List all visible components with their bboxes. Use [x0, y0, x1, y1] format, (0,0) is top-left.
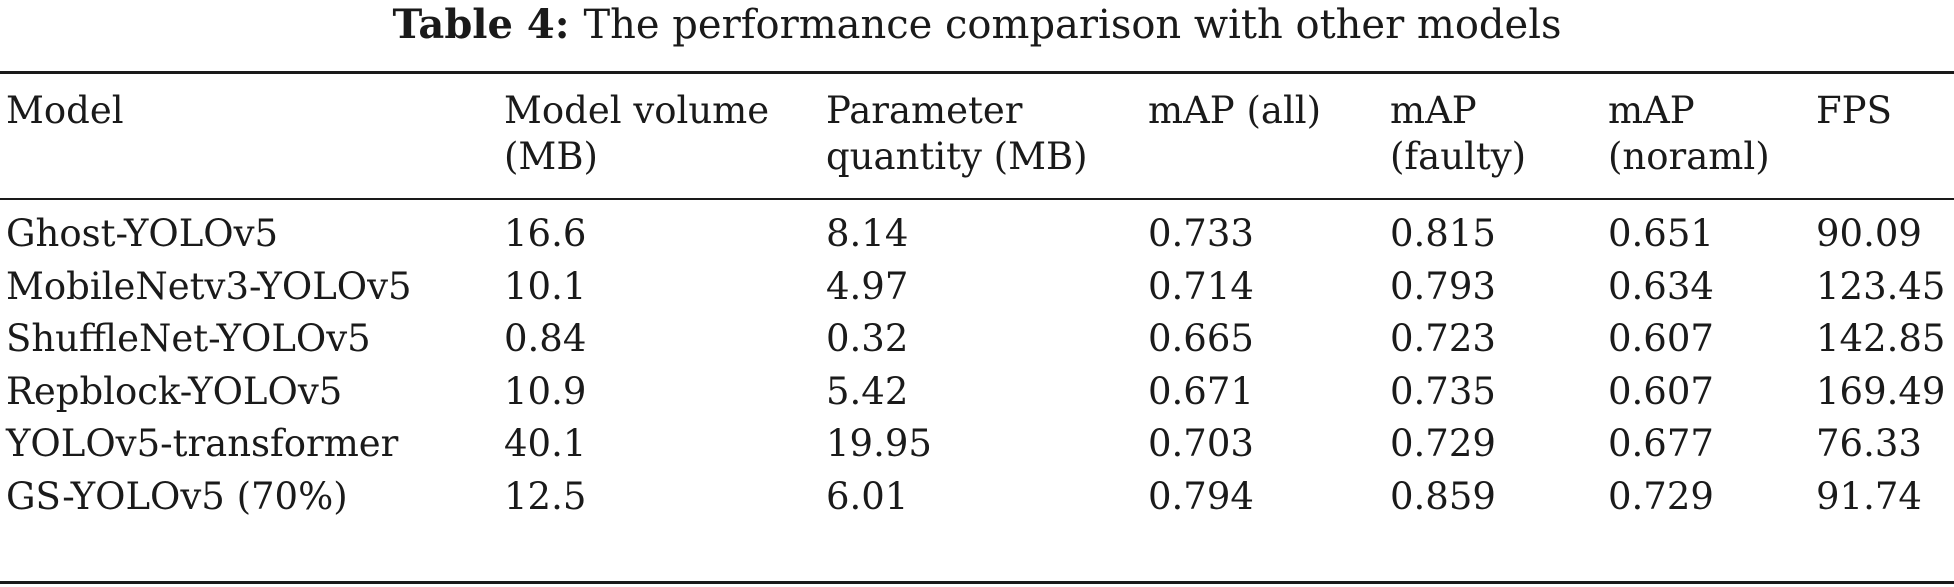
- cell-map-all: 0.671: [1148, 369, 1254, 413]
- header-fps: FPS: [1810, 74, 1954, 198]
- header-map-normal-line1: mAP: [1608, 89, 1695, 132]
- cell-map-all: 0.794: [1148, 474, 1254, 518]
- cell-map-faulty: 0.859: [1390, 474, 1496, 518]
- header-model-volume: Model volume (MB): [498, 74, 820, 198]
- cell-map-faulty: 0.735: [1390, 369, 1496, 413]
- cell-parameter-quantity: 5.42: [826, 369, 909, 413]
- cell-fps: 169.49: [1816, 369, 1946, 413]
- cell-model: GS-YOLOv5 (70%): [6, 474, 348, 518]
- cell-model-volume: 40.1: [504, 422, 587, 465]
- cell-model-volume: 10.9: [504, 369, 587, 413]
- header-parameter-quantity-line1: Parameter: [826, 89, 1023, 132]
- header-parameter-quantity: Parameter quantity (MB): [820, 74, 1142, 198]
- cell-parameter-quantity: 8.14: [826, 212, 909, 255]
- cell-map-all: 0.714: [1148, 264, 1254, 308]
- cell-model: MobileNetv3-YOLOv5: [6, 264, 412, 308]
- table-bottom-rule: [0, 581, 1954, 584]
- table-row: ShuffleNet-YOLOv5 0.84 0.32 0.665 0.723 …: [0, 313, 1954, 366]
- cell-fps: 123.45: [1816, 264, 1946, 308]
- header-parameter-quantity-line2: quantity (MB): [826, 135, 1088, 178]
- cell-model-volume: 10.1: [504, 264, 587, 308]
- header-map-normal: mAP (noraml): [1602, 74, 1810, 198]
- header-map-all-line1: mAP (all): [1148, 89, 1322, 132]
- cell-parameter-quantity: 19.95: [826, 422, 932, 465]
- table-caption: Table 4: The performance comparison with …: [0, 1, 1954, 49]
- table-caption-label: Table 4:: [392, 1, 570, 48]
- cell-parameter-quantity: 4.97: [826, 264, 909, 308]
- cell-map-faulty: 0.815: [1390, 212, 1496, 255]
- cell-map-normal: 0.607: [1608, 317, 1714, 360]
- cell-model: ShuffleNet-YOLOv5: [6, 317, 371, 360]
- header-model: Model: [0, 74, 498, 198]
- cell-model: YOLOv5-transformer: [6, 422, 399, 465]
- header-row: Model Model volume (MB) Parameter quantity…: [0, 74, 1954, 198]
- header-model-line1: Model: [6, 89, 124, 132]
- cell-fps: 76.33: [1816, 422, 1922, 465]
- cell-map-faulty: 0.793: [1390, 264, 1496, 308]
- header-map-normal-line2: (noraml): [1608, 135, 1770, 178]
- table-row: Ghost-YOLOv5 16.6 8.14 0.733 0.815 0.651…: [0, 198, 1954, 261]
- cell-map-normal: 0.729: [1608, 474, 1714, 518]
- cell-map-normal: 0.607: [1608, 369, 1714, 413]
- table-top-rule: [0, 71, 1954, 74]
- cell-map-normal: 0.634: [1608, 264, 1714, 308]
- cell-map-normal: 0.651: [1608, 212, 1714, 255]
- header-model-volume-line2: (MB): [504, 135, 598, 178]
- cell-parameter-quantity: 0.32: [826, 317, 909, 360]
- table-header: Model Model volume (MB) Parameter quantity…: [0, 74, 1954, 198]
- cell-map-all: 0.703: [1148, 422, 1254, 465]
- cell-map-all: 0.665: [1148, 317, 1254, 360]
- table-caption-text: The performance comparison with other mo…: [583, 2, 1562, 48]
- header-map-all: mAP (all): [1142, 74, 1384, 198]
- table-row: GS-YOLOv5 (70%) 12.5 6.01 0.794 0.859 0.…: [0, 471, 1954, 524]
- table-row: YOLOv5-transformer 40.1 19.95 0.703 0.72…: [0, 418, 1954, 471]
- header-map-faulty: mAP (faulty): [1384, 74, 1602, 198]
- header-map-faulty-line1: mAP: [1390, 89, 1477, 132]
- cell-model-volume: 16.6: [504, 212, 587, 255]
- table-row: MobileNetv3-YOLOv5 10.1 4.97 0.714 0.793…: [0, 261, 1954, 314]
- cell-map-faulty: 0.723: [1390, 317, 1496, 360]
- table-body: Ghost-YOLOv5 16.6 8.14 0.733 0.815 0.651…: [0, 198, 1954, 523]
- cell-model: Repblock-YOLOv5: [6, 369, 343, 413]
- cell-map-faulty: 0.729: [1390, 422, 1496, 465]
- cell-model-volume: 0.84: [504, 317, 587, 360]
- cell-fps: 142.85: [1816, 317, 1946, 360]
- header-model-volume-line1: Model volume: [504, 89, 770, 132]
- cell-fps: 90.09: [1816, 212, 1922, 255]
- cell-model-volume: 12.5: [504, 474, 587, 518]
- cell-parameter-quantity: 6.01: [826, 474, 909, 518]
- cell-fps: 91.74: [1816, 474, 1922, 518]
- table-row: Repblock-YOLOv5 10.9 5.42 0.671 0.735 0.…: [0, 366, 1954, 419]
- cell-model: Ghost-YOLOv5: [6, 212, 279, 255]
- header-map-faulty-line2: (faulty): [1390, 135, 1527, 178]
- cell-map-normal: 0.677: [1608, 422, 1714, 465]
- comparison-table: Model Model volume (MB) Parameter quantity…: [0, 74, 1954, 523]
- cell-map-all: 0.733: [1148, 212, 1254, 255]
- table-header-rule: [0, 198, 1954, 200]
- header-fps-line1: FPS: [1816, 89, 1892, 132]
